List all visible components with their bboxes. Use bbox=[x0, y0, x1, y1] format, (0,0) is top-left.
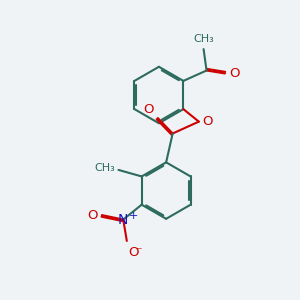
Text: O: O bbox=[229, 67, 239, 80]
Text: ⁻: ⁻ bbox=[135, 245, 142, 258]
Text: N: N bbox=[118, 213, 128, 226]
Text: O: O bbox=[144, 103, 154, 116]
Text: O: O bbox=[202, 115, 213, 128]
Text: CH₃: CH₃ bbox=[193, 34, 214, 44]
Text: O: O bbox=[88, 208, 98, 222]
Text: CH₃: CH₃ bbox=[95, 164, 116, 173]
Text: O: O bbox=[128, 246, 139, 259]
Text: +: + bbox=[129, 211, 138, 221]
